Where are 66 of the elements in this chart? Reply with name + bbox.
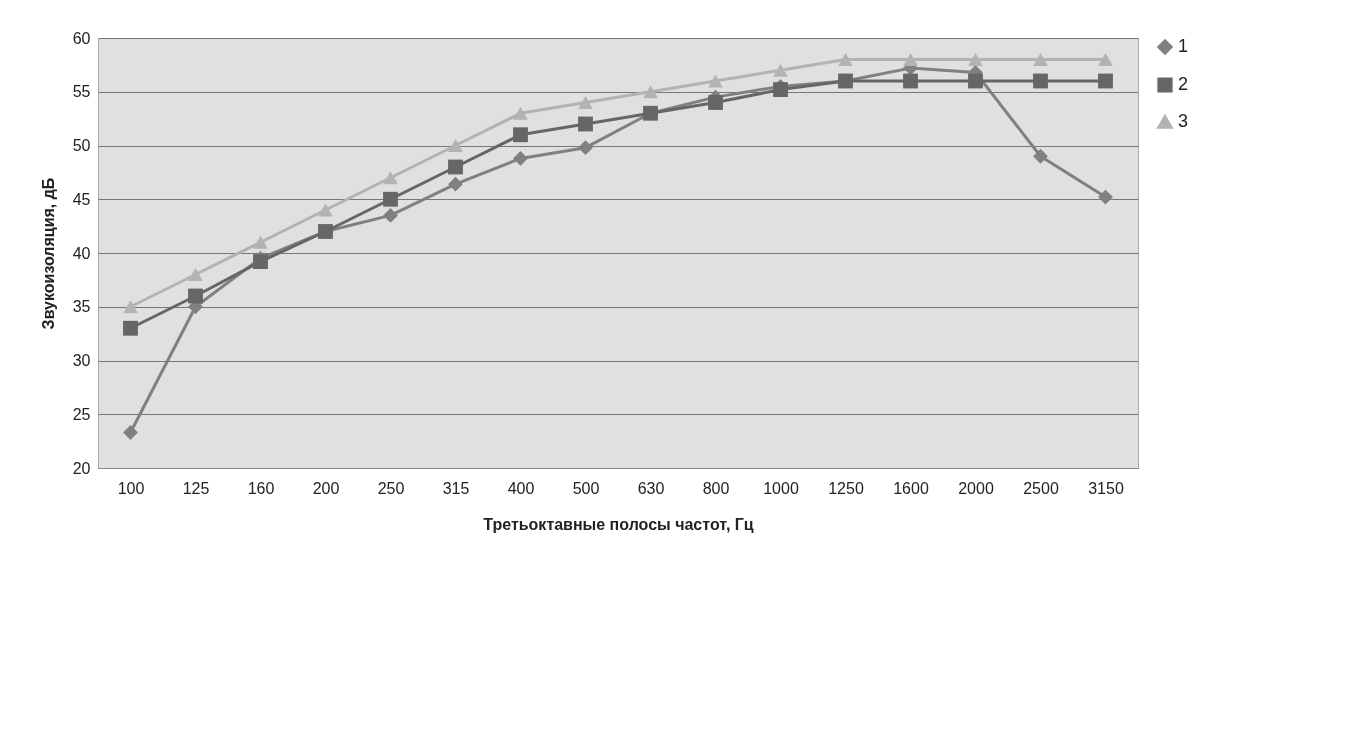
point — [903, 73, 918, 89]
point — [643, 85, 658, 99]
y-tick-label: 25 — [72, 405, 91, 423]
x-tick-label: 3150 — [1088, 479, 1124, 497]
point — [383, 171, 398, 185]
y-axis-title: Звукоизоляция, дБ — [39, 177, 57, 330]
x-tick-label: 1250 — [828, 479, 864, 497]
y-tick-label: 60 — [72, 29, 91, 47]
x-tick-label: 2000 — [958, 479, 994, 497]
point — [968, 53, 983, 66]
point — [968, 73, 983, 89]
point — [448, 176, 463, 192]
point — [188, 268, 203, 281]
x-tick-label: 100 — [117, 479, 145, 497]
point — [123, 300, 138, 314]
y-tick-label: 40 — [72, 244, 91, 262]
x-tick-label: 1000 — [763, 479, 799, 497]
y-tick-label: 20 — [72, 459, 91, 477]
x-tick-label: 800 — [702, 479, 730, 497]
point — [708, 95, 723, 110]
point — [578, 116, 593, 132]
x-tick-label: 500 — [572, 479, 600, 497]
point — [513, 106, 528, 120]
x-tick-label: 160 — [247, 479, 275, 497]
point — [773, 82, 788, 98]
y-tick-label: 45 — [72, 190, 91, 208]
y-tick-label: 55 — [72, 83, 91, 101]
point — [578, 140, 593, 156]
point — [1098, 53, 1113, 66]
point — [123, 320, 138, 336]
point — [318, 203, 333, 217]
point — [448, 139, 463, 152]
legend-label: 2 — [1178, 74, 1189, 94]
x-tick-label: 250 — [377, 479, 405, 497]
x-tick-label: 400 — [507, 479, 535, 497]
x-tick-label: 200 — [312, 479, 340, 497]
x-tick-label: 2500 — [1023, 479, 1059, 497]
x-tick-label: 630 — [637, 479, 665, 497]
point — [773, 63, 788, 77]
point — [708, 74, 723, 88]
point — [1033, 53, 1048, 66]
point — [1033, 148, 1048, 164]
y-tick-label: 50 — [72, 137, 91, 154]
point — [1033, 73, 1048, 89]
y-tick-label: 35 — [72, 298, 91, 316]
point — [448, 159, 463, 175]
x-tick-label: 125 — [182, 479, 210, 497]
point — [253, 235, 268, 249]
x-tick-label: 1600 — [893, 479, 929, 497]
point — [1098, 73, 1113, 89]
point — [578, 96, 593, 109]
point — [383, 207, 398, 223]
x-axis-title: Третьоктавные полосы частот, Гц — [483, 515, 754, 533]
point — [1098, 189, 1113, 205]
point — [188, 288, 203, 304]
y-tick-label: 30 — [72, 352, 91, 369]
point — [123, 425, 138, 440]
point — [513, 127, 528, 143]
point — [513, 150, 528, 166]
legend-label: 3 — [1178, 111, 1189, 131]
point — [253, 254, 268, 270]
point — [383, 191, 398, 207]
point — [903, 53, 918, 66]
x-tick-label: 315 — [442, 479, 470, 497]
point — [838, 53, 853, 66]
legend-label: 1 — [1178, 36, 1189, 56]
